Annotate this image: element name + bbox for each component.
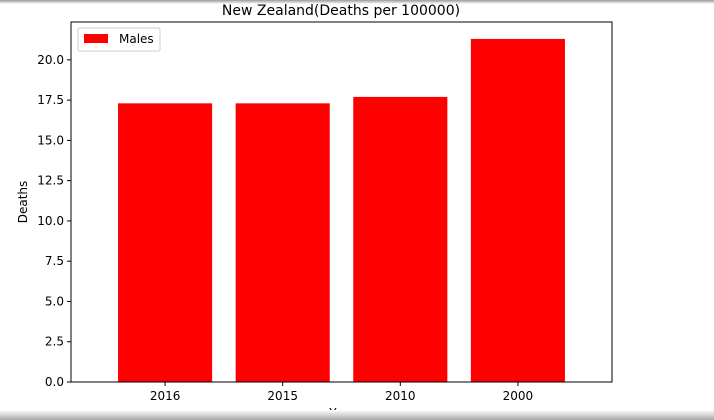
x-tick-label-2015: 2015 xyxy=(267,389,298,403)
y-tick-label: 2.5 xyxy=(45,335,64,349)
legend-label-males: Males xyxy=(119,32,154,46)
y-tick-label: 12.5 xyxy=(37,174,64,188)
x-axis-ticks: 2016 2015 2010 2000 xyxy=(150,382,533,403)
bar-2015 xyxy=(235,103,330,382)
plot-frame xyxy=(70,21,613,383)
y-tick-label: 15.0 xyxy=(37,133,64,147)
legend: Males xyxy=(77,27,161,52)
legend-frame xyxy=(77,27,161,52)
y-axis-ticks: 0.0 2.5 5.0 7.5 10.0 12.5 15.0 17.5 20.0 xyxy=(37,53,71,389)
x-tick-label-2000: 2000 xyxy=(503,389,534,403)
chart-title: New Zealand(Deaths per 100000) xyxy=(222,3,460,19)
bar-2010 xyxy=(353,96,448,383)
y-tick-label: 5.0 xyxy=(45,294,64,308)
y-tick-label: 10.0 xyxy=(37,214,64,228)
legend-swatch-males xyxy=(84,34,108,43)
window-shadow-bottom xyxy=(0,410,714,420)
x-tick-label-2010: 2010 xyxy=(385,389,416,403)
bar-2000 xyxy=(470,38,565,382)
y-tick-label: 17.5 xyxy=(37,93,64,107)
y-tick-label: 7.5 xyxy=(45,254,64,268)
y-tick-label: 20.0 xyxy=(37,53,64,67)
y-axis-label: Deaths xyxy=(16,181,30,224)
bars xyxy=(118,38,565,383)
x-tick-label-2016: 2016 xyxy=(150,389,181,403)
window-shadow-top xyxy=(0,0,714,4)
bar-2016 xyxy=(118,103,213,382)
y-tick-label: 0.0 xyxy=(45,375,64,389)
